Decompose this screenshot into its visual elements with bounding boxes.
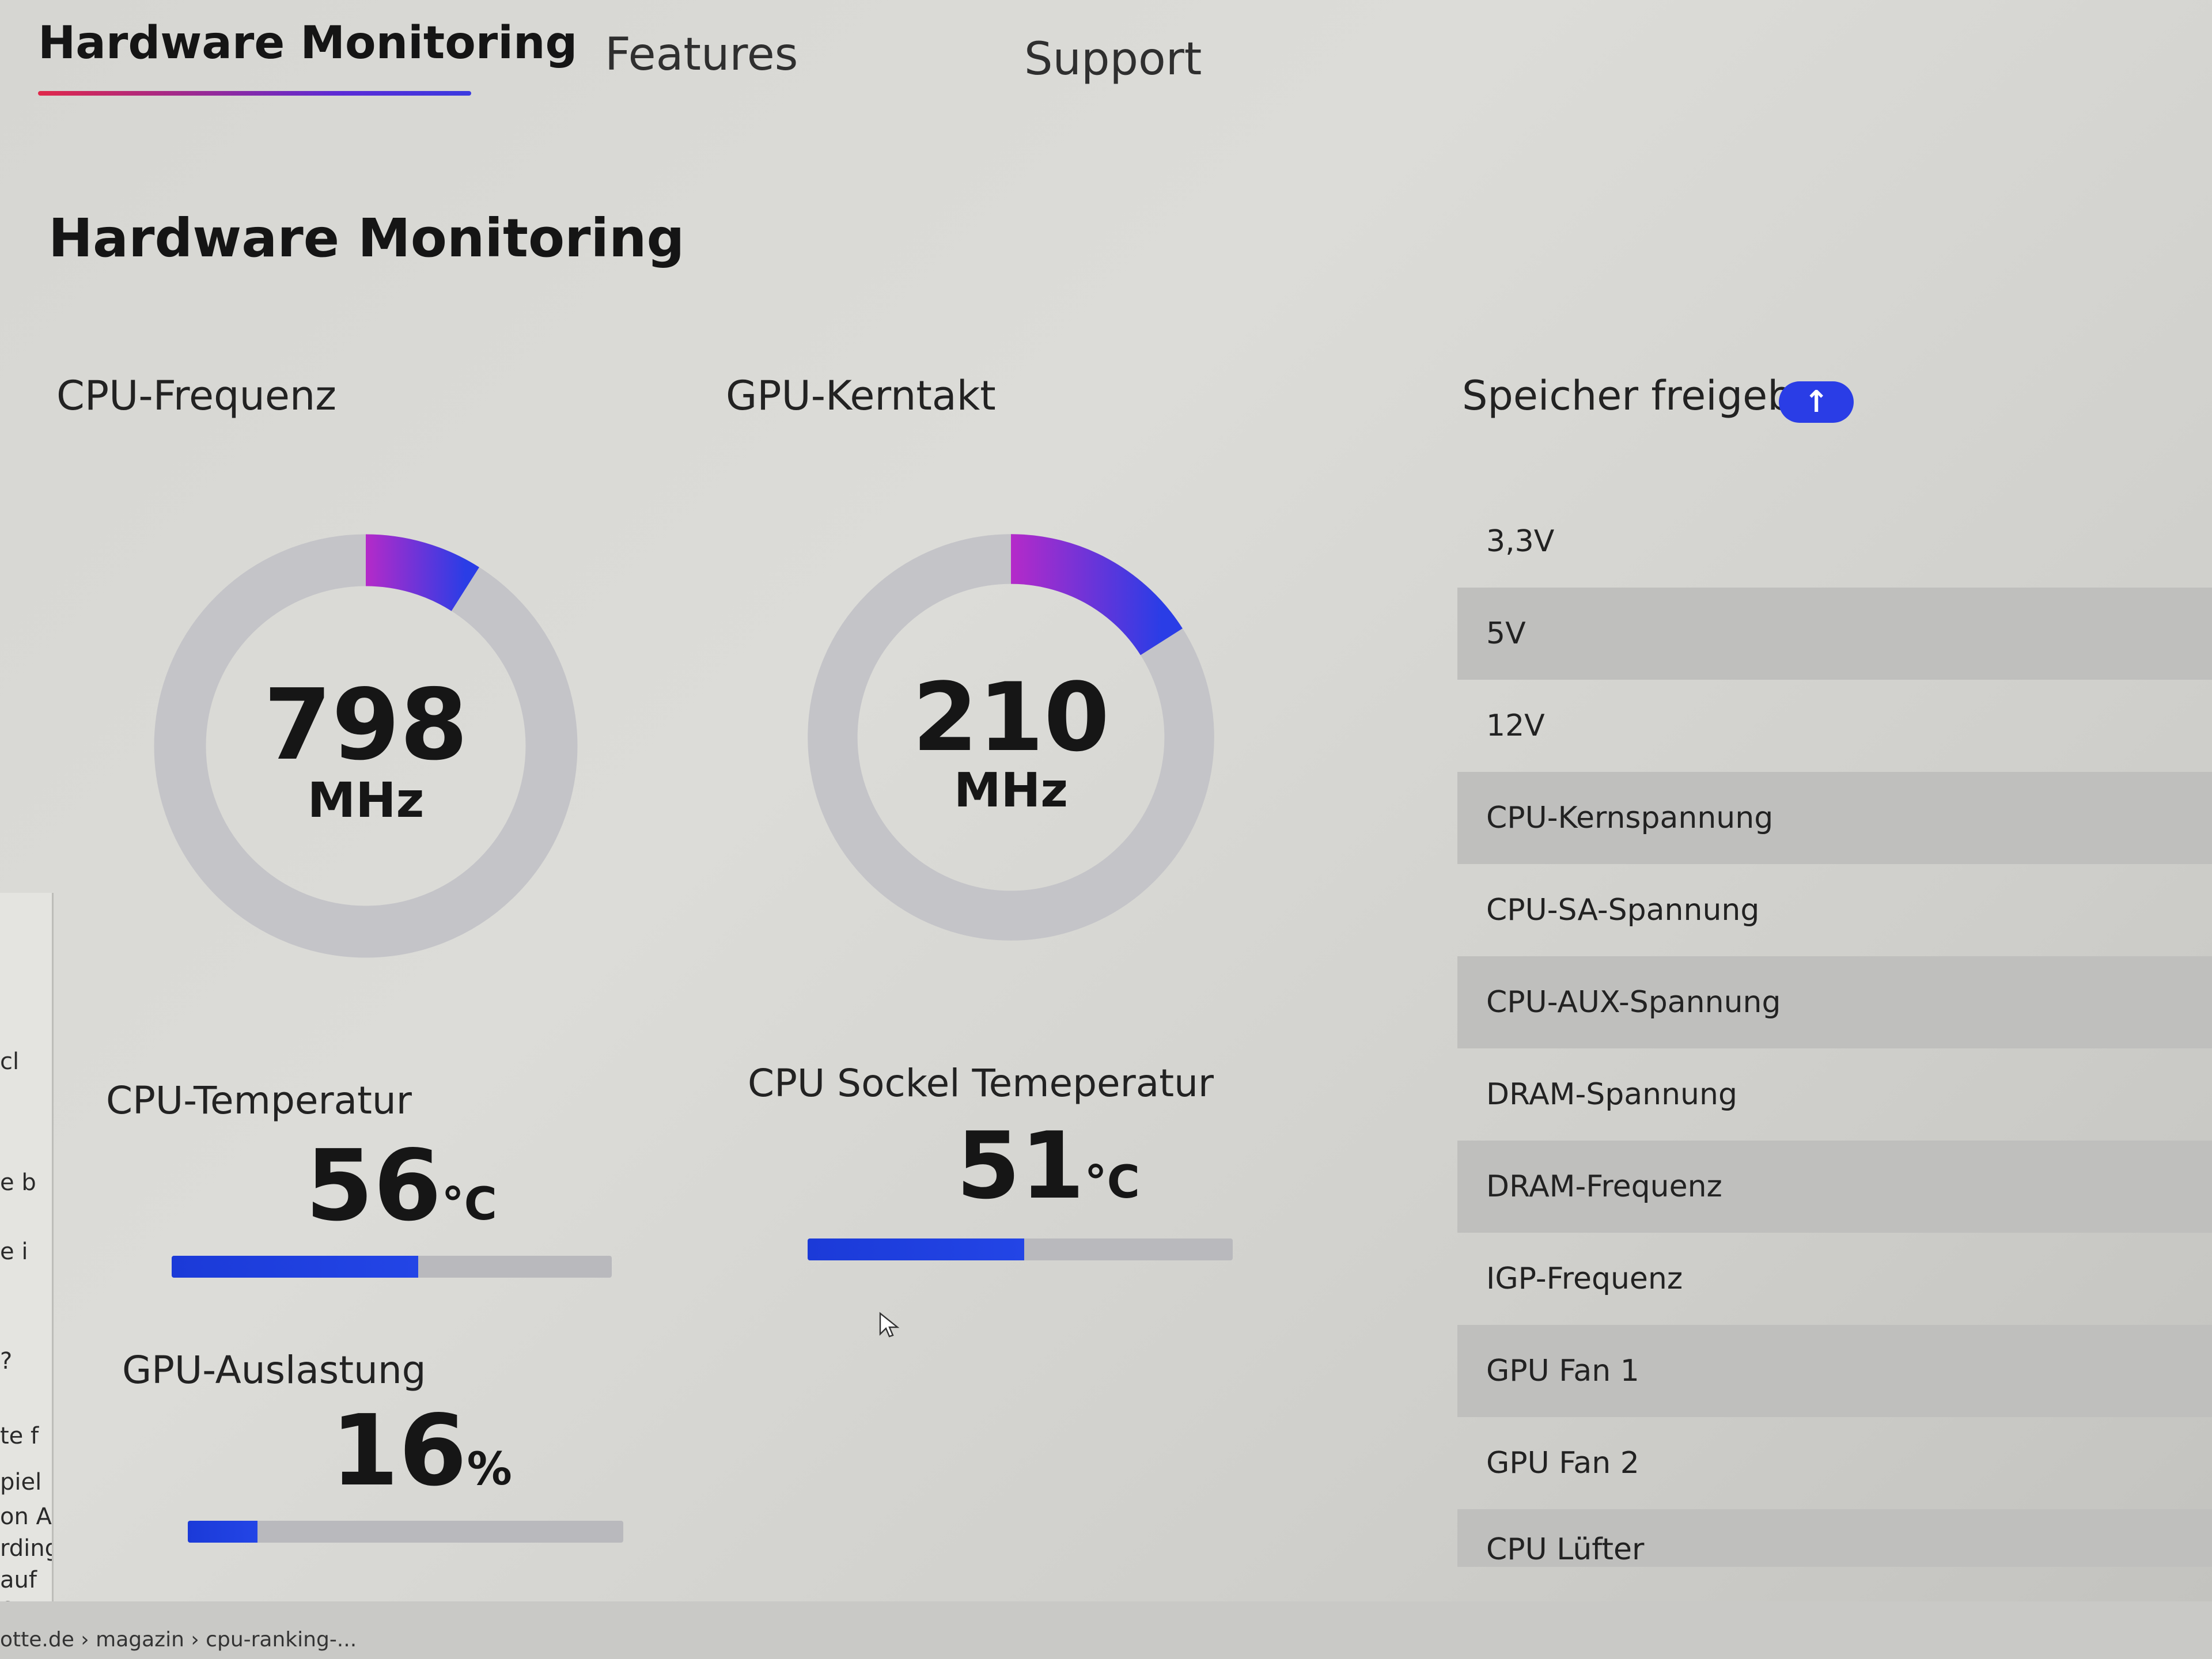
- list-item: CPU-AUX-Spannung: [1457, 956, 2212, 1048]
- edge-text: on A: [0, 1503, 52, 1530]
- list-item: IGP-Frequenz: [1486, 1262, 1683, 1296]
- list-item: DRAM-Frequenz: [1457, 1141, 2212, 1233]
- list-item: DRAM-Spannung: [1486, 1077, 1737, 1112]
- edge-text: cl: [0, 1048, 20, 1075]
- list-item: CPU Lüfter: [1457, 1509, 2212, 1567]
- edge-text: ?: [0, 1348, 13, 1374]
- tab-hardware-monitoring[interactable]: Hardware Monitoring: [38, 17, 578, 69]
- cpu-temperature-bar-fill: [172, 1256, 418, 1278]
- background-url-text: otte.de › magazin › cpu-ranking-...: [0, 1628, 357, 1652]
- list-item: CPU-Kernspannung: [1457, 772, 2212, 864]
- free-memory-button[interactable]: ↑: [1779, 381, 1854, 423]
- gpu-clock-value: 210: [912, 662, 1110, 772]
- edge-text: rding: [0, 1535, 54, 1562]
- gpu-clock-label: GPU-Kerntakt: [726, 372, 996, 419]
- cpu-temperature-unit: °C: [441, 1179, 497, 1230]
- cpu-socket-temperature-label: CPU Sockel Temeperatur: [748, 1061, 1214, 1105]
- gpu-load-unit: %: [467, 1444, 512, 1495]
- mouse-cursor-icon: [879, 1312, 900, 1338]
- gauge-arc: [1010, 534, 1183, 656]
- gpu-load-bar: [188, 1521, 623, 1543]
- page-title: Hardware Monitoring: [48, 207, 685, 269]
- edge-text: e i: [0, 1238, 28, 1265]
- list-item: 3,3V: [1486, 524, 1555, 559]
- cpu-socket-temperature-bar: [808, 1238, 1233, 1260]
- voltage-list: 3,3V 5V 12V CPU-Kernspannung CPU-SA-Span…: [1457, 495, 2212, 1567]
- tab-support[interactable]: Support: [1024, 33, 1202, 85]
- cpu-socket-temperature-bar-fill: [808, 1238, 1025, 1260]
- gpu-load-bar-fill: [188, 1521, 257, 1543]
- cpu-frequency-label: CPU-Frequenz: [56, 372, 337, 419]
- cpu-frequency-unit: MHz: [307, 772, 425, 828]
- gpu-load-label: GPU-Auslastung: [122, 1348, 426, 1392]
- arrow-up-icon: ↑: [1804, 385, 1829, 419]
- cpu-socket-temperature-value: 51°C: [956, 1112, 1140, 1219]
- cpu-socket-temperature-unit: °C: [1084, 1157, 1140, 1209]
- edge-text: te f: [0, 1423, 39, 1449]
- monitor-screen: cl e b e i ? te f piel on A rding auf c …: [0, 0, 2212, 1601]
- list-item: 12V: [1486, 709, 1545, 743]
- tab-features[interactable]: Features: [605, 29, 798, 81]
- cpu-temperature-label: CPU-Temperatur: [106, 1078, 412, 1123]
- gauge-arc: [365, 534, 479, 612]
- list-item: GPU Fan 2: [1486, 1446, 1639, 1480]
- cpu-temperature-value: 56°C: [305, 1129, 497, 1243]
- gpu-load-number: 16: [331, 1394, 467, 1508]
- edge-text: e b: [0, 1169, 36, 1196]
- list-item: CPU-SA-Spannung: [1486, 893, 1760, 927]
- background-browser-strip: cl e b e i ? te f piel on A rding auf c: [0, 893, 54, 1601]
- cpu-frequency-gauge: 798 MHz: [150, 530, 582, 962]
- list-item: 5V: [1457, 588, 2212, 680]
- active-tab-underline: [38, 91, 471, 96]
- cpu-temperature-number: 56: [305, 1129, 442, 1243]
- gpu-clock-gauge: 210 MHz: [804, 530, 1218, 945]
- edge-text: piel: [0, 1469, 42, 1495]
- cpu-frequency-value: 798: [263, 668, 468, 782]
- cpu-temperature-bar: [172, 1256, 612, 1278]
- gpu-clock-unit: MHz: [954, 763, 1068, 818]
- cpu-socket-temperature-number: 51: [956, 1112, 1085, 1219]
- list-item: GPU Fan 1: [1457, 1325, 2212, 1417]
- gpu-load-value: 16%: [331, 1394, 512, 1508]
- edge-text: auf c: [0, 1567, 37, 1601]
